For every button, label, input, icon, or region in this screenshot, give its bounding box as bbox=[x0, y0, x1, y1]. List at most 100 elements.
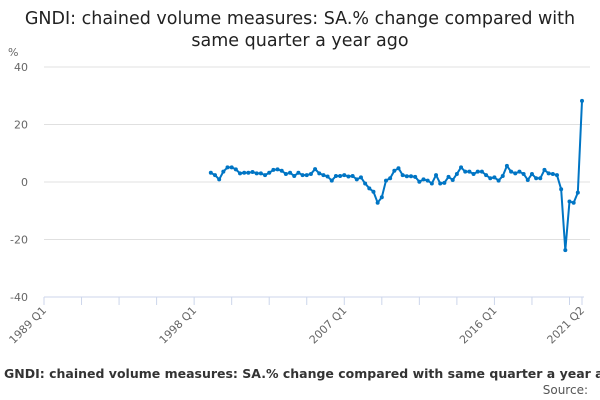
data-point bbox=[304, 173, 309, 178]
data-point bbox=[379, 195, 384, 200]
data-point bbox=[513, 171, 518, 176]
data-point bbox=[475, 169, 480, 174]
chart-title: GNDI: chained volume measures: SA.% chan… bbox=[24, 9, 576, 51]
data-point bbox=[263, 173, 268, 178]
data-point bbox=[300, 173, 305, 178]
data-point bbox=[488, 176, 493, 181]
data-point bbox=[417, 179, 422, 184]
data-point bbox=[325, 174, 330, 179]
data-point bbox=[521, 171, 526, 176]
data-point bbox=[463, 169, 468, 174]
data-point bbox=[404, 174, 409, 179]
data-point bbox=[321, 173, 326, 178]
data-point bbox=[542, 167, 547, 172]
x-tick-label: 1989 Q1 bbox=[7, 304, 50, 347]
data-point bbox=[534, 176, 539, 181]
data-point bbox=[517, 169, 522, 174]
data-point bbox=[471, 171, 476, 176]
data-point bbox=[383, 178, 388, 183]
data-point bbox=[454, 171, 459, 176]
data-point bbox=[267, 170, 272, 175]
data-point bbox=[221, 169, 226, 174]
source-label: Source: bbox=[542, 383, 588, 397]
data-point bbox=[338, 173, 343, 178]
data-point bbox=[238, 171, 243, 176]
x-tick-label: 1998 Q1 bbox=[157, 304, 200, 347]
data-point bbox=[388, 176, 393, 181]
data-point bbox=[563, 248, 568, 253]
data-point bbox=[375, 200, 380, 205]
data-point bbox=[308, 171, 313, 176]
data-point bbox=[242, 170, 247, 175]
data-point bbox=[484, 173, 489, 178]
data-point bbox=[342, 173, 347, 178]
data-point bbox=[217, 177, 222, 182]
data-point bbox=[538, 176, 543, 181]
data-point bbox=[225, 165, 230, 170]
data-point bbox=[413, 174, 418, 179]
data-point bbox=[492, 175, 497, 180]
data-point bbox=[559, 187, 564, 192]
data-point bbox=[550, 171, 555, 176]
data-point bbox=[434, 173, 439, 178]
data-point bbox=[313, 167, 318, 172]
data-point bbox=[525, 177, 530, 182]
data-point bbox=[580, 98, 584, 103]
data-point bbox=[283, 171, 288, 176]
footer-title: GNDI: chained volume measures: SA.% chan… bbox=[4, 366, 600, 381]
x-tick-label: 2016 Q1 bbox=[457, 304, 500, 347]
data-point bbox=[254, 171, 259, 176]
y-tick-label: 20 bbox=[14, 119, 28, 132]
data-point bbox=[275, 167, 280, 172]
data-point bbox=[467, 169, 472, 174]
y-tick-label: 40 bbox=[14, 61, 28, 74]
data-point bbox=[504, 163, 509, 168]
data-point bbox=[246, 170, 251, 175]
data-point bbox=[575, 190, 580, 195]
data-point bbox=[296, 170, 301, 175]
data-point bbox=[442, 180, 447, 185]
data-point bbox=[459, 165, 464, 170]
data-point bbox=[446, 174, 451, 179]
y-tick-label: 0 bbox=[21, 176, 28, 189]
data-point bbox=[396, 166, 401, 171]
data-point bbox=[529, 171, 534, 176]
data-point bbox=[208, 170, 213, 175]
data-point bbox=[554, 173, 559, 178]
data-point bbox=[212, 173, 217, 178]
data-point bbox=[358, 175, 363, 180]
data-point bbox=[425, 178, 430, 183]
data-point bbox=[250, 169, 255, 174]
data-point bbox=[271, 167, 276, 172]
data-point bbox=[258, 171, 263, 176]
data-point bbox=[288, 170, 293, 175]
data-point bbox=[392, 168, 397, 173]
data-point bbox=[400, 173, 405, 178]
x-tick-label: 2021 Q2 bbox=[545, 304, 588, 347]
y-axis-label: % bbox=[8, 46, 18, 59]
data-point bbox=[329, 178, 334, 183]
data-point bbox=[479, 169, 484, 174]
data-point bbox=[229, 165, 234, 170]
data-point bbox=[279, 168, 284, 173]
y-tick-label: -20 bbox=[10, 234, 28, 247]
data-point bbox=[496, 178, 501, 183]
data-point bbox=[350, 173, 355, 178]
data-point bbox=[346, 174, 351, 179]
data-point bbox=[317, 171, 322, 176]
data-point bbox=[363, 181, 368, 186]
data-point bbox=[429, 181, 434, 186]
x-tick-label: 2007 Q1 bbox=[307, 304, 350, 347]
data-point bbox=[450, 177, 455, 182]
data-point bbox=[571, 200, 576, 205]
data-point bbox=[409, 174, 414, 179]
data-point bbox=[500, 173, 505, 178]
data-point bbox=[371, 189, 376, 194]
data-point bbox=[421, 177, 426, 182]
data-point bbox=[354, 177, 359, 182]
data-point bbox=[567, 199, 572, 204]
data-point bbox=[292, 173, 297, 178]
data-point bbox=[367, 186, 372, 191]
data-point bbox=[333, 173, 338, 178]
